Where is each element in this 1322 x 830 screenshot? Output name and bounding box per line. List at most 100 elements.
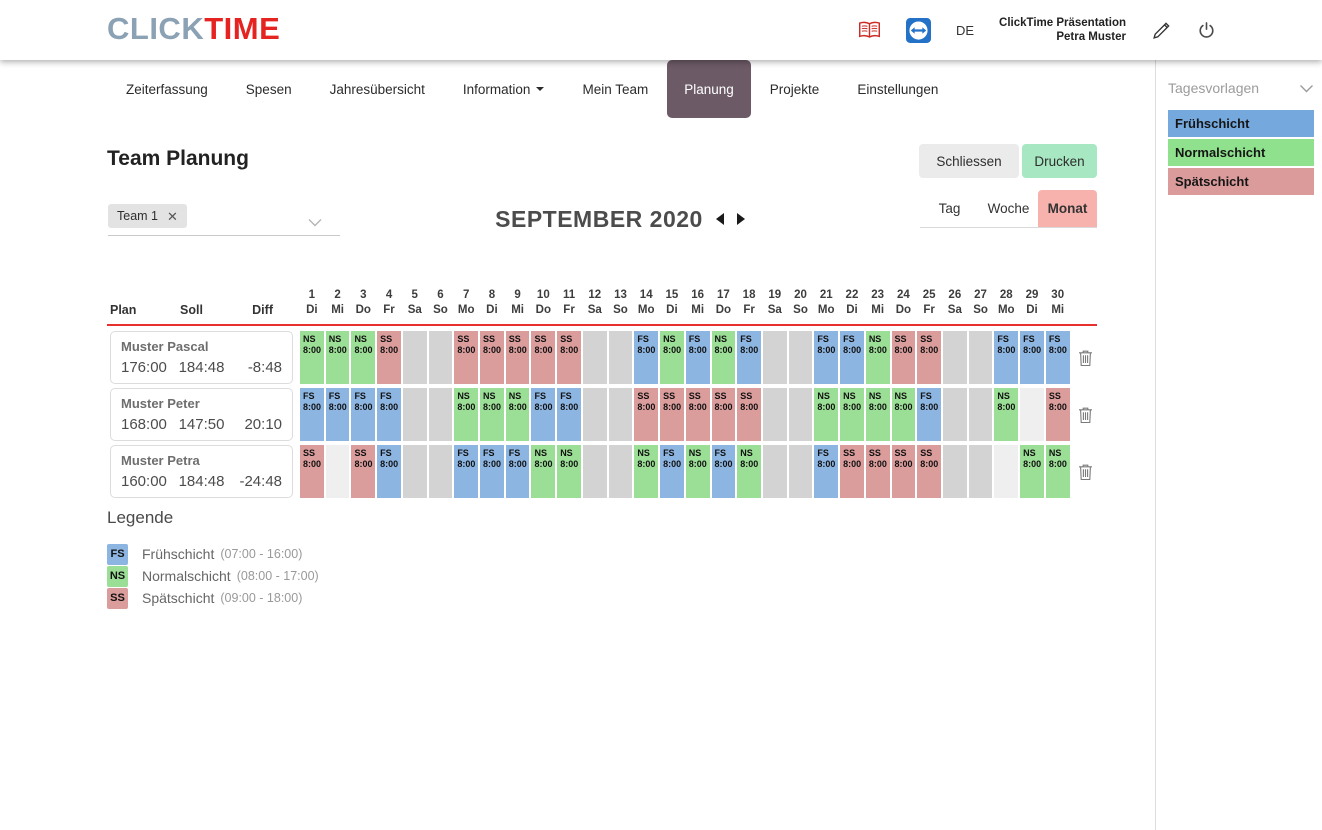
tab-projekte[interactable]: Projekte: [769, 81, 820, 97]
shift-cell-fs[interactable]: FS 8:00: [300, 388, 324, 441]
shift-cell-ns[interactable]: NS 8:00: [737, 445, 761, 498]
shift-cell-fs[interactable]: FS 8:00: [454, 445, 479, 498]
shift-cell-ns[interactable]: NS 8:00: [865, 388, 890, 441]
shift-cell-ss[interactable]: SS 8:00: [634, 388, 659, 441]
shift-cell-fs[interactable]: FS 8:00: [531, 388, 556, 441]
weekend-cell[interactable]: [942, 331, 967, 384]
shift-cell-fs[interactable]: FS 8:00: [351, 388, 376, 441]
remote-support-icon[interactable]: [905, 17, 931, 43]
shift-cell-ss[interactable]: SS 8:00: [531, 331, 556, 384]
template-sptschicht[interactable]: Spätschicht: [1168, 168, 1314, 195]
shift-cell-ns[interactable]: NS 8:00: [1045, 445, 1070, 498]
shift-cell-fs[interactable]: FS 8:00: [1045, 331, 1070, 384]
shift-cell-fs[interactable]: FS 8:00: [377, 445, 401, 498]
empty-cell[interactable]: [994, 445, 1019, 498]
shift-cell-ns[interactable]: NS 8:00: [814, 388, 839, 441]
weekend-cell[interactable]: [402, 331, 427, 384]
weekend-cell[interactable]: [608, 388, 633, 441]
shift-cell-fs[interactable]: FS 8:00: [505, 445, 530, 498]
delete-row-icon[interactable]: [1078, 463, 1093, 481]
tab-planung[interactable]: Planung: [667, 60, 751, 118]
shift-cell-ss[interactable]: SS 8:00: [480, 331, 504, 384]
print-button[interactable]: Drucken: [1022, 144, 1097, 178]
shift-cell-ss[interactable]: SS 8:00: [557, 331, 581, 384]
shift-cell-ns[interactable]: NS 8:00: [994, 388, 1019, 441]
shift-cell-fs[interactable]: FS 8:00: [377, 388, 401, 441]
shift-cell-ns[interactable]: NS 8:00: [531, 445, 556, 498]
shift-cell-fs[interactable]: FS 8:00: [557, 388, 581, 441]
shift-cell-ss[interactable]: SS 8:00: [917, 445, 941, 498]
weekend-cell[interactable]: [402, 388, 427, 441]
shift-cell-ns[interactable]: NS 8:00: [300, 331, 324, 384]
chevron-down-icon[interactable]: [1299, 80, 1314, 96]
prev-month-button[interactable]: [715, 213, 724, 225]
weekend-cell[interactable]: [762, 388, 787, 441]
shift-cell-ns[interactable]: NS 8:00: [480, 388, 504, 441]
weekend-cell[interactable]: [788, 388, 813, 441]
shift-cell-ss[interactable]: SS 8:00: [865, 445, 890, 498]
weekend-cell[interactable]: [428, 331, 453, 384]
shift-cell-fs[interactable]: FS 8:00: [814, 331, 839, 384]
shift-cell-ss[interactable]: SS 8:00: [891, 445, 916, 498]
shift-cell-ns[interactable]: NS 8:00: [660, 331, 684, 384]
view-tag-button[interactable]: Tag: [938, 201, 961, 216]
shift-cell-fs[interactable]: FS 8:00: [325, 388, 350, 441]
shift-cell-fs[interactable]: FS 8:00: [711, 445, 736, 498]
close-button[interactable]: Schliessen: [919, 144, 1019, 178]
shift-cell-ss[interactable]: SS 8:00: [505, 331, 530, 384]
shift-cell-fs[interactable]: FS 8:00: [634, 331, 659, 384]
delete-row-icon[interactable]: [1078, 406, 1093, 424]
tab-information[interactable]: Information: [444, 60, 564, 118]
shift-cell-fs[interactable]: FS 8:00: [660, 445, 684, 498]
template-normalschicht[interactable]: Normalschicht: [1168, 139, 1314, 166]
weekend-cell[interactable]: [428, 445, 453, 498]
shift-cell-ns[interactable]: NS 8:00: [351, 331, 376, 384]
language-selector[interactable]: DE: [955, 22, 975, 38]
shift-cell-ns[interactable]: NS 8:00: [891, 388, 916, 441]
weekend-cell[interactable]: [582, 445, 607, 498]
remove-team-chip-icon[interactable]: ✕: [167, 208, 178, 224]
shift-cell-ns[interactable]: NS 8:00: [711, 331, 736, 384]
shift-cell-ns[interactable]: NS 8:00: [505, 388, 530, 441]
select-chevron-down-icon[interactable]: [308, 214, 322, 232]
edit-icon[interactable]: [1151, 20, 1172, 41]
next-month-button[interactable]: [736, 213, 745, 225]
weekend-cell[interactable]: [582, 331, 607, 384]
shift-cell-fs[interactable]: FS 8:00: [480, 445, 504, 498]
weekend-cell[interactable]: [762, 331, 787, 384]
shift-cell-ss[interactable]: SS 8:00: [351, 445, 376, 498]
weekend-cell[interactable]: [428, 388, 453, 441]
shift-cell-fs[interactable]: FS 8:00: [737, 331, 761, 384]
account-info[interactable]: ClickTime Präsentation Petra Muster: [999, 16, 1126, 44]
shift-cell-ns[interactable]: NS 8:00: [865, 331, 890, 384]
clicktime-logo[interactable]: CLICKTIME: [107, 11, 280, 47]
logout-power-icon[interactable]: [1197, 21, 1216, 40]
tab-einstellungen[interactable]: Einstellungen: [857, 81, 939, 97]
manual-book-icon[interactable]: [858, 21, 881, 40]
shift-cell-fs[interactable]: FS 8:00: [1020, 331, 1044, 384]
shift-cell-fs[interactable]: FS 8:00: [840, 331, 864, 384]
shift-cell-ns[interactable]: NS 8:00: [454, 388, 479, 441]
shift-cell-ns[interactable]: NS 8:00: [557, 445, 581, 498]
shift-cell-ns[interactable]: NS 8:00: [840, 388, 864, 441]
shift-cell-ss[interactable]: SS 8:00: [917, 331, 941, 384]
weekend-cell[interactable]: [608, 331, 633, 384]
shift-cell-ss[interactable]: SS 8:00: [660, 388, 684, 441]
shift-cell-ss[interactable]: SS 8:00: [711, 388, 736, 441]
view-monat-button[interactable]: Monat: [1038, 190, 1097, 227]
tab-jahresbersicht[interactable]: Jahresübersicht: [329, 81, 425, 97]
shift-cell-ns[interactable]: NS 8:00: [325, 331, 350, 384]
empty-cell[interactable]: [325, 445, 350, 498]
empty-cell[interactable]: [1020, 388, 1044, 441]
shift-cell-ss[interactable]: SS 8:00: [737, 388, 761, 441]
shift-cell-fs[interactable]: FS 8:00: [917, 388, 941, 441]
shift-cell-ss[interactable]: SS 8:00: [300, 445, 324, 498]
shift-cell-ss[interactable]: SS 8:00: [454, 331, 479, 384]
weekend-cell[interactable]: [762, 445, 787, 498]
weekend-cell[interactable]: [968, 445, 993, 498]
tab-spesen[interactable]: Spesen: [245, 81, 292, 97]
weekend-cell[interactable]: [942, 445, 967, 498]
shift-cell-ns[interactable]: NS 8:00: [685, 445, 710, 498]
delete-row-icon[interactable]: [1078, 349, 1093, 367]
shift-cell-ss[interactable]: SS 8:00: [377, 331, 401, 384]
